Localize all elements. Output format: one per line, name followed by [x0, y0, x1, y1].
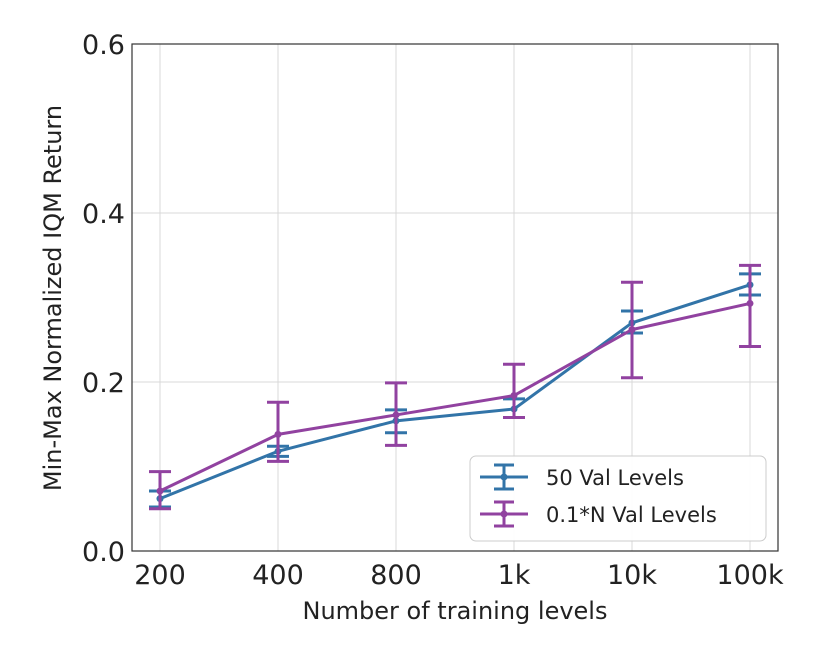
legend-marker	[500, 510, 508, 518]
data-point	[628, 326, 636, 334]
legend-entry: 50 Val Levels	[480, 463, 684, 491]
y-axis-ticks: 0.0 0.2 0.4 0.6	[82, 30, 125, 568]
series-line	[159, 301, 751, 493]
x-tick-label: 800	[370, 560, 422, 591]
data-point	[392, 411, 400, 419]
legend: 50 Val Levels 0.1*N Val Levels	[469, 455, 767, 542]
y-axis-title: Min-Max Normalized IQM Return	[39, 105, 67, 491]
y-tick-label: 0.6	[82, 30, 125, 61]
data-point	[274, 430, 282, 438]
series-layer	[149, 263, 761, 511]
legend-box	[469, 455, 767, 542]
plot-area-frame	[131, 43, 779, 552]
data-point	[510, 392, 518, 400]
y-tick-label: 0.0	[82, 537, 125, 568]
x-tick-label: 10k	[607, 560, 657, 591]
data-point	[156, 487, 164, 495]
legend-marker	[500, 473, 508, 481]
legend-label: 0.1*N Val Levels	[546, 503, 717, 527]
x-tick-label: 400	[252, 560, 304, 591]
x-tick-label: 200	[134, 560, 186, 591]
data-point	[746, 299, 754, 307]
x-tick-label: 100k	[716, 560, 784, 591]
legend-entry: 0.1*N Val Levels	[480, 500, 717, 528]
x-tick-label: 1k	[498, 560, 531, 591]
legend-label: 50 Val Levels	[546, 466, 684, 490]
y-tick-label: 0.4	[82, 199, 125, 230]
x-axis-ticks: 200 400 800 1k 10k 100k	[134, 560, 784, 591]
y-tick-label: 0.2	[82, 368, 125, 399]
x-axis-title: Number of training levels	[303, 597, 608, 625]
series-1	[149, 263, 761, 511]
series-line	[159, 283, 751, 501]
